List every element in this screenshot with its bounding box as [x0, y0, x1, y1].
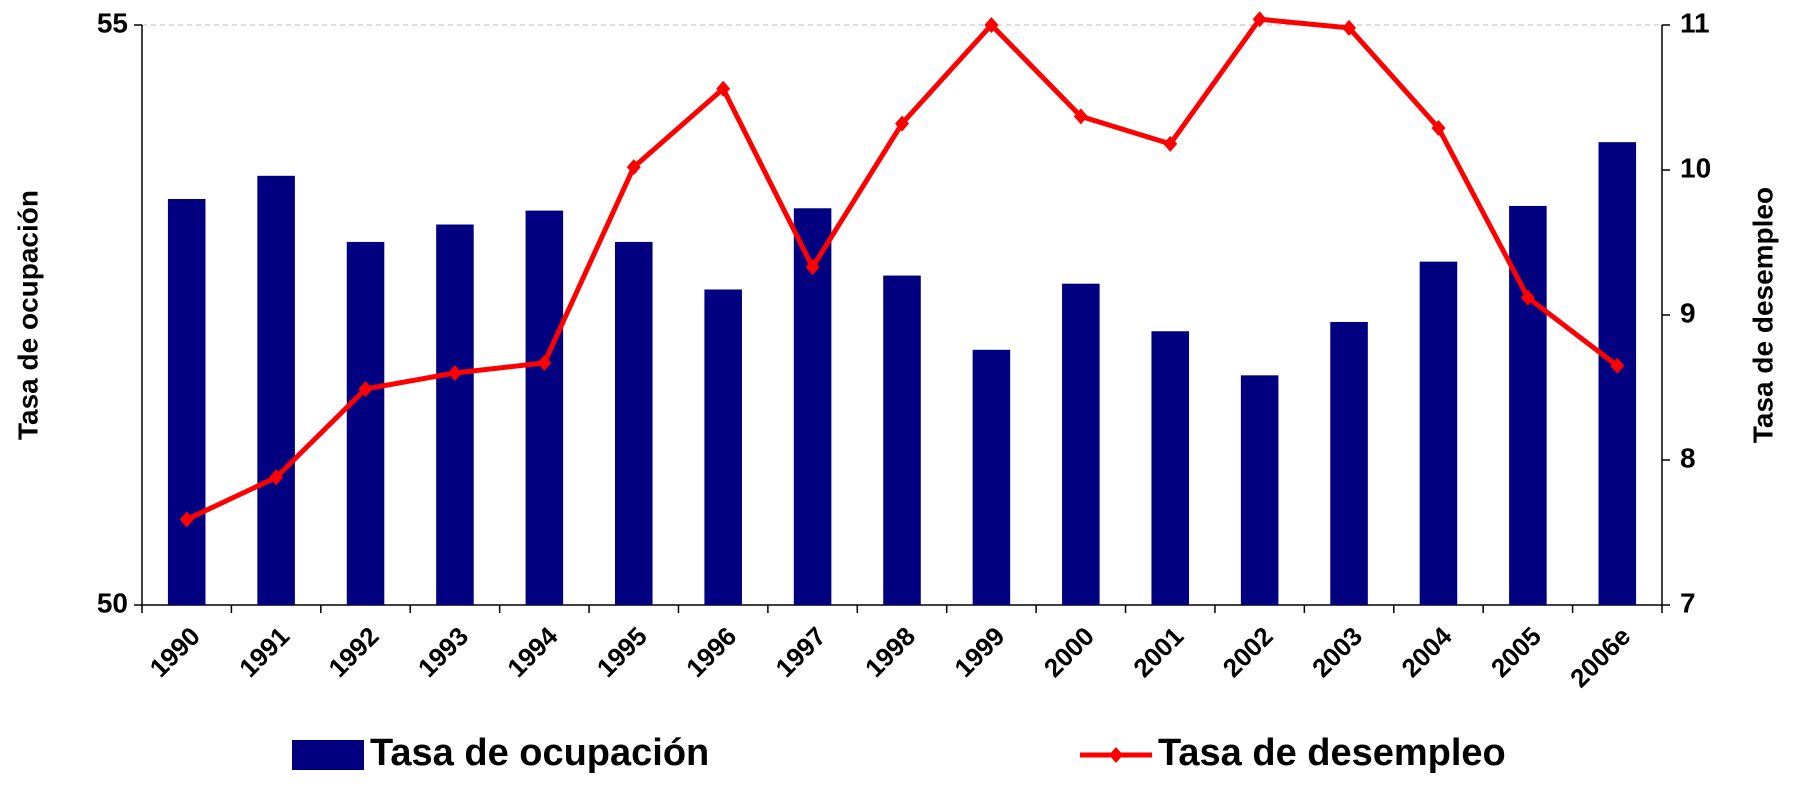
line-marker — [716, 80, 731, 97]
y-tick-label: 50 — [97, 587, 128, 618]
line-marker — [1520, 289, 1535, 306]
y-tick-label: 55 — [97, 7, 128, 38]
x-tick-label: 1999 — [948, 621, 1010, 683]
line-marker — [1342, 19, 1357, 36]
legend-label: Tasa de ocupación — [370, 732, 709, 774]
bar — [1509, 205, 1547, 605]
x-tick-label: 1992 — [323, 621, 385, 683]
line-marker — [895, 115, 909, 132]
x-tick-label: 1994 — [501, 621, 563, 683]
y2-tick-label: 7 — [1680, 587, 1696, 618]
bar — [1062, 283, 1100, 605]
bar — [525, 210, 564, 605]
x-tick-label: 2006e — [1564, 621, 1636, 693]
bar — [972, 349, 1011, 605]
legend-marker — [1109, 747, 1123, 763]
x-tick-label: 2003 — [1306, 621, 1368, 683]
x-tick-label: 2001 — [1127, 621, 1189, 683]
bar — [167, 199, 206, 605]
bar — [704, 289, 742, 605]
line-marker — [805, 259, 820, 276]
line-marker — [358, 380, 373, 397]
line-marker — [269, 469, 284, 486]
y2-tick-label: 10 — [1680, 152, 1711, 183]
line-marker — [1431, 119, 1446, 136]
y-axis-title: Tasa de ocupación — [12, 190, 43, 440]
x-tick-label: 1997 — [770, 621, 832, 683]
legend-swatch — [292, 740, 364, 770]
y2-tick-label: 9 — [1680, 297, 1696, 328]
legend-label: Tasa de desempleo — [1158, 732, 1506, 774]
bar — [1240, 375, 1279, 605]
x-tick-label: 1996 — [680, 621, 742, 683]
x-tick-label: 1995 — [591, 621, 653, 683]
bar — [346, 241, 385, 606]
line-marker — [179, 511, 194, 528]
line-marker — [537, 354, 552, 371]
bar — [436, 224, 474, 605]
x-tick-label: 2002 — [1217, 621, 1279, 683]
bar — [614, 241, 653, 606]
line-marker — [447, 365, 462, 381]
bar — [1419, 261, 1458, 605]
x-tick-label: 1990 — [144, 621, 206, 683]
y2-tick-label: 8 — [1680, 442, 1696, 473]
line-marker — [626, 159, 641, 176]
x-tick-label: 1998 — [859, 621, 921, 683]
line-marker — [1073, 108, 1088, 125]
x-tick-label: 2004 — [1395, 621, 1457, 683]
line-marker — [1610, 357, 1625, 374]
line-marker — [984, 17, 999, 33]
y2-axis-title: Tasa de desempleo — [1747, 187, 1778, 443]
y2-tick-label: 11 — [1680, 7, 1710, 38]
bar — [1330, 321, 1368, 605]
x-tick-label: 1991 — [233, 621, 295, 683]
x-tick-label: 1993 — [412, 621, 474, 683]
bar — [883, 275, 921, 605]
bar — [257, 175, 295, 606]
x-tick-label: 2000 — [1038, 621, 1100, 683]
x-tick-label: 2005 — [1485, 621, 1547, 683]
line-marker — [1163, 135, 1178, 152]
line-marker — [1252, 11, 1267, 28]
bar — [1151, 331, 1190, 605]
